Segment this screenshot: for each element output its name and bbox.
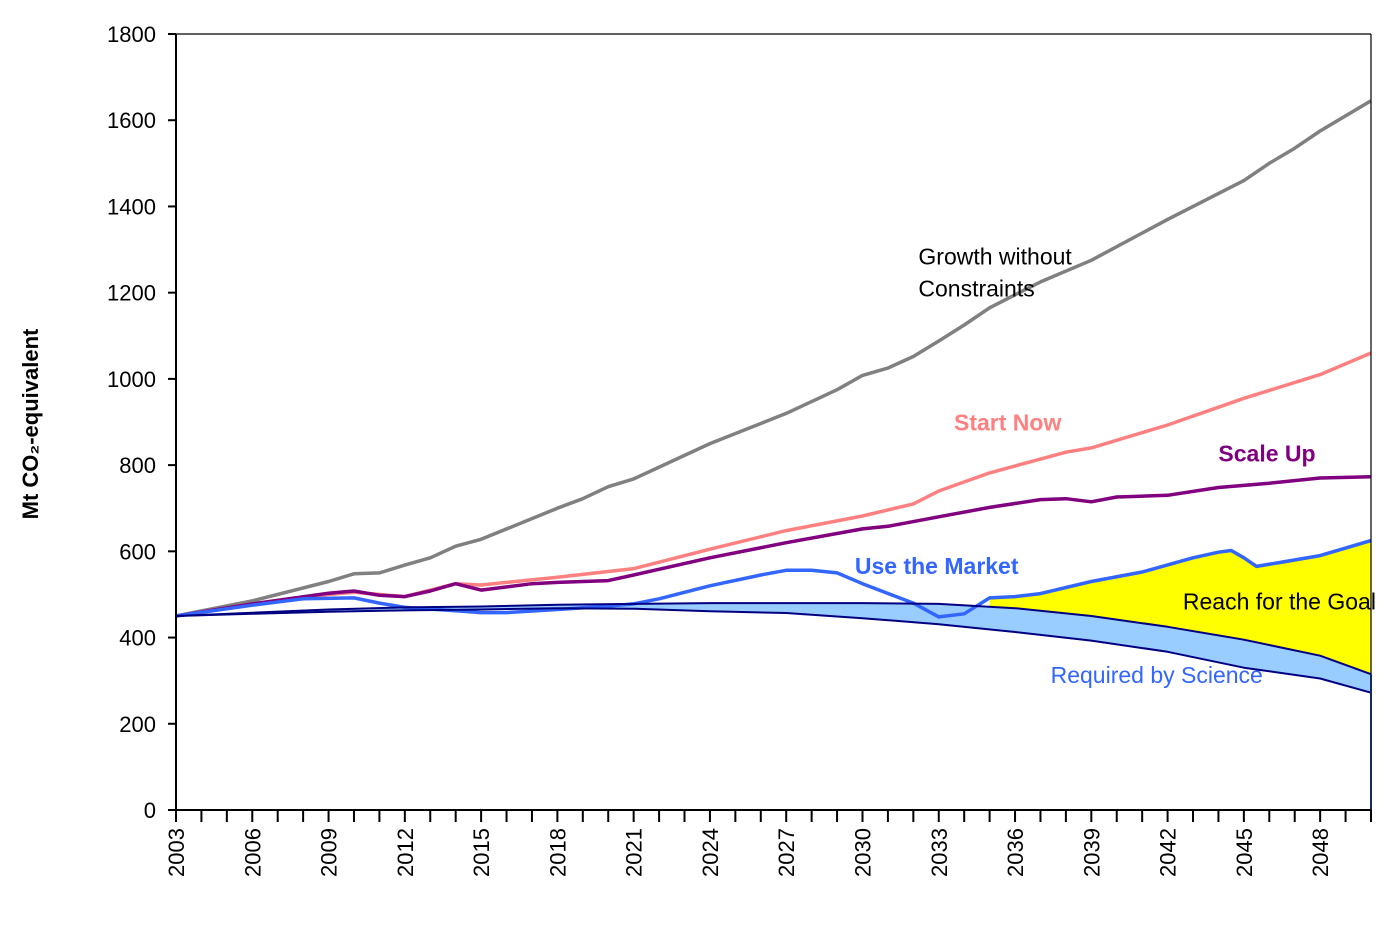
x-tick-label: 2048 <box>1308 828 1333 877</box>
series-line-scale-up <box>175 475 1372 618</box>
x-tick-label: 2006 <box>240 828 265 877</box>
x-tick-label: 2009 <box>317 828 342 877</box>
annotation-required-by-science: Required by Science <box>1051 662 1263 688</box>
y-tick-label: 1400 <box>107 194 156 219</box>
areas-layer <box>176 540 1371 693</box>
y-tick-label: 200 <box>119 712 156 737</box>
y-tick-label: 0 <box>144 798 156 823</box>
x-tick-label: 2018 <box>545 828 570 877</box>
annotation-reach-for-the-goal: Reach for the Goal <box>1183 589 1376 615</box>
x-tick-label: 2042 <box>1156 828 1181 877</box>
series-line-growth-without-constraints <box>175 99 1372 618</box>
x-tick-label: 2045 <box>1232 828 1257 877</box>
y-tick-label: 600 <box>119 539 156 564</box>
y-tick-label: 800 <box>119 453 156 478</box>
lines-layer <box>175 99 1372 810</box>
labels-layer: Growth without Constraints Start Now Scale … <box>855 244 1376 688</box>
x-tick-label: 2036 <box>1003 828 1028 877</box>
x-tick-label: 2039 <box>1079 828 1104 877</box>
y-tick-label: 400 <box>119 626 156 651</box>
x-tick-label: 2015 <box>469 828 494 877</box>
annotation-start-now: Start Now <box>954 410 1061 436</box>
y-axis-title: Mt CO₂-equivalent <box>18 328 43 519</box>
y-tick-label: 1600 <box>107 108 156 133</box>
axes-layer: 0 200 400 600 800 1000 1200 1400 1600 1800 2003 200… <box>107 22 1372 877</box>
y-tick-label: 1200 <box>107 281 156 306</box>
series-line-reach-for-the-goal <box>175 602 1372 676</box>
x-tick-label: 2021 <box>622 828 647 877</box>
y-tick-label: 1800 <box>107 22 156 47</box>
area-reach-for-the-goal <box>989 540 1371 675</box>
x-tick-label: 2030 <box>851 828 876 877</box>
x-tick-label: 2033 <box>927 828 952 877</box>
x-tick-label: 2024 <box>698 828 723 877</box>
x-tick-label: 2003 <box>164 828 189 877</box>
annotation-use-the-market: Use the Market <box>855 553 1019 579</box>
area-required-by-science <box>176 603 1371 693</box>
x-tick-label: 2027 <box>774 828 799 877</box>
annotation-growth-without-constraints: Growth without Constraints <box>918 244 1072 302</box>
series-line-required-by-science <box>175 607 1372 694</box>
y-tick-label: 1000 <box>107 367 156 392</box>
annotation-scale-up: Scale Up <box>1218 441 1315 467</box>
x-tick-label: 2012 <box>393 828 418 877</box>
